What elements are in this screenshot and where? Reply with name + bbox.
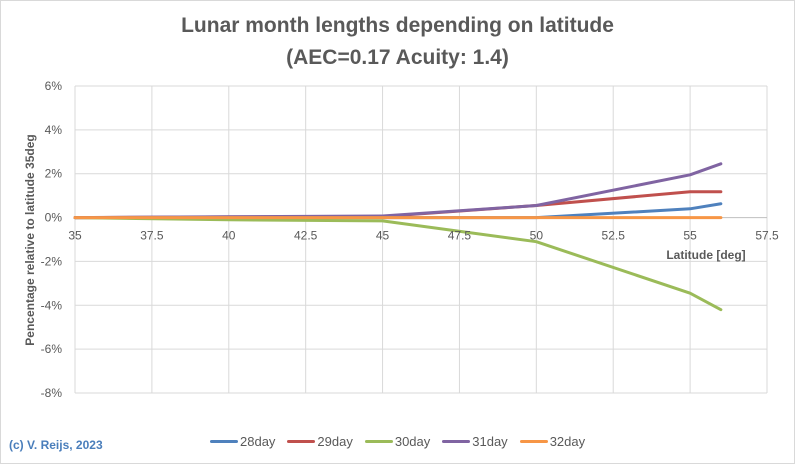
legend-item-32day: 32day — [519, 434, 586, 449]
legend-item-31day: 31day — [442, 434, 508, 449]
y-tick-label: -8% — [41, 386, 63, 400]
legend-swatch — [210, 440, 238, 443]
series-line-31day — [73, 162, 723, 220]
legend-item-28day: 28day — [210, 434, 275, 449]
x-tick-label: 45 — [376, 229, 390, 243]
x-tick-label: 50 — [530, 229, 544, 243]
chart-title-line-2: (AEC=0.17 Acuity: 1.4) — [286, 46, 509, 69]
x-axis-title: Latitude [deg] — [666, 248, 745, 262]
legend-swatch — [287, 440, 316, 443]
x-tick-label: 37.5 — [140, 229, 164, 243]
legend-swatch — [442, 440, 471, 443]
credit-text: (c) V. Reijs, 2023 — [9, 438, 103, 452]
y-tick-label: 4% — [45, 123, 63, 137]
y-tick-label: -2% — [41, 254, 63, 268]
y-tick-label: 6% — [45, 79, 63, 93]
series-line-30day — [73, 216, 723, 312]
x-tick-label: 52.5 — [602, 229, 626, 243]
legend-label: 32day — [549, 434, 586, 449]
legend: 28day 29day 30day 31day 32day — [210, 434, 585, 449]
y-tick-label: 2% — [45, 167, 63, 181]
legend-label: 31day — [472, 434, 508, 449]
legend-label: 30day — [394, 434, 431, 449]
x-tick-label: 57.5 — [755, 229, 779, 243]
y-tick-label: -6% — [41, 342, 63, 356]
legend-swatch — [364, 440, 393, 443]
y-axis-title: Pencentage relative to latitude 35deg — [23, 134, 37, 345]
x-tick-label: 40 — [222, 229, 236, 243]
legend-label: 29day — [317, 434, 353, 449]
x-tick-label: 35 — [68, 229, 82, 243]
x-tick-label: 47.5 — [448, 229, 472, 243]
legend-label: 28day — [240, 434, 276, 449]
legend-item-29day: 29day — [287, 434, 353, 449]
y-tick-label: -4% — [41, 298, 63, 312]
y-tick-label: 0% — [45, 211, 63, 225]
chart-title-line-1: Lunar month lengths depending on latitud… — [181, 14, 614, 37]
legend-swatch — [519, 440, 548, 443]
x-tick-label: 42.5 — [294, 229, 318, 243]
x-tick-label: 55 — [683, 229, 697, 243]
legend-item-30day: 30day — [364, 434, 431, 449]
